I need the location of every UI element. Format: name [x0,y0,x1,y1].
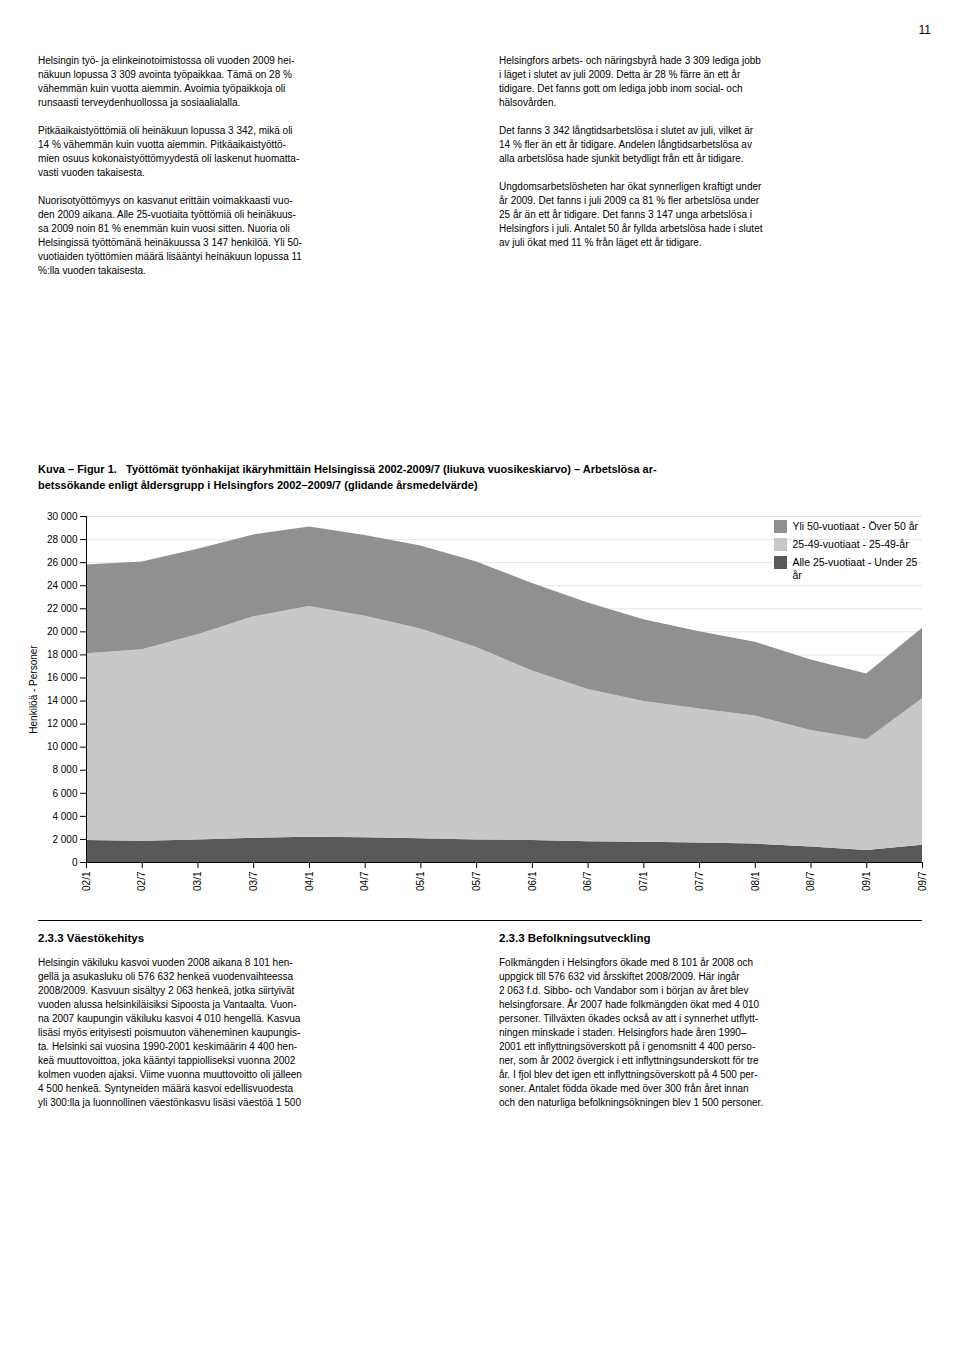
svg-text:04/1: 04/1 [304,871,315,891]
html-text:Kuva – Figur 1. Työttömät työn: Kuva – Figur 1. Työttömät työnhakijat ik… [38,463,657,491]
svg-text:06/1: 06/1 [527,871,538,891]
html-text:Helsingin väkiluku kasvoi vuod: Helsingin väkiluku kasvoi vuoden 2008 ai… [38,957,302,1108]
html-text:2.3.3 Befolkningsutveckling: 2.3.3 Befolkningsutveckling [499,932,651,944]
html-text:25-49-vuotiaat - 25-49-år: 25-49-vuotiaat - 25-49-år [792,538,909,550]
svg-text:10 000: 10 000 [47,741,78,752]
svg-text:Henkilöä - Personer: Henkilöä - Personer [28,645,39,734]
svg-text:6 000: 6 000 [52,788,77,799]
svg-text:28 000: 28 000 [47,534,78,545]
html-text:Yli 50-vuotiaat - Över 50 år: Yli 50-vuotiaat - Över 50 år [792,520,918,532]
svg-text:08/7: 08/7 [805,871,816,891]
svg-text:09/1: 09/1 [861,871,872,891]
svg-text:02/7: 02/7 [136,871,147,891]
svg-text:08/1: 08/1 [750,871,761,891]
svg-text:30 000: 30 000 [47,511,78,522]
svg-text:20 000: 20 000 [47,626,78,637]
svg-text:02/1: 02/1 [81,871,92,891]
svg-text:09/7: 09/7 [917,871,928,891]
svg-text:14 000: 14 000 [47,695,78,706]
svg-text:05/7: 05/7 [471,871,482,891]
svg-text:8 000: 8 000 [52,764,77,775]
svg-text:12 000: 12 000 [47,718,78,729]
svg-text:04/7: 04/7 [359,871,370,891]
svg-text:4 000: 4 000 [52,811,77,822]
svg-text:26 000: 26 000 [47,557,78,568]
html-text:Helsingin työ- ja elinkeinotoi: Helsingin työ- ja elinkeinotoimistossa o… [38,55,302,276]
svg-text:07/7: 07/7 [694,871,705,891]
svg-text:16 000: 16 000 [47,672,78,683]
html-text:11: 11 [918,23,931,37]
svg-text:2 000: 2 000 [52,834,77,845]
svg-text:0: 0 [72,857,78,868]
svg-text:06/7: 06/7 [582,871,593,891]
svg-text:22 000: 22 000 [47,603,78,614]
svg-text:07/1: 07/1 [638,871,649,891]
html-text:2.3.3 Väestökehitys: 2.3.3 Väestökehitys [38,932,145,944]
svg-text:03/1: 03/1 [192,871,203,891]
html-text:Alle 25-vuotiaat - Under 25 år: Alle 25-vuotiaat - Under 25 år [792,556,918,581]
svg-text:03/7: 03/7 [248,871,259,891]
html-text:Helsingfors arbets- och näring: Helsingfors arbets- och näringsbyrå hade… [499,55,763,248]
svg-text:05/1: 05/1 [415,871,426,891]
svg-text:24 000: 24 000 [47,580,78,591]
html-text:Folkmängden i Helsingfors ökad: Folkmängden i Helsingfors ökade med 8 10… [499,957,764,1108]
svg-text:18 000: 18 000 [47,649,78,660]
